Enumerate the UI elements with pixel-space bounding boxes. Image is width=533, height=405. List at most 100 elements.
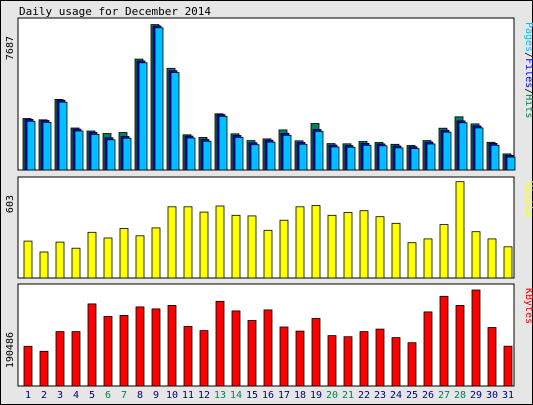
bar-visits-day-28 [455, 181, 465, 279]
bar-visits-day-17 [279, 219, 289, 279]
bar-pages-day-18 [298, 143, 308, 171]
bar-visits-day-13 [215, 205, 225, 279]
day-label-5: 5 [89, 390, 95, 401]
bar-visits-day-3 [55, 241, 65, 279]
bar-pages-day-11 [186, 137, 196, 171]
bar-kbytes-day-27 [439, 295, 449, 387]
day-label-26: 26 [422, 390, 434, 401]
bar-pages-day-4 [74, 130, 84, 171]
bar-kbytes-day-22 [359, 331, 369, 387]
bar-pages-day-19 [314, 130, 324, 171]
bar-visits-day-29 [471, 231, 481, 279]
bar-pages-day-17 [282, 134, 292, 171]
bar-visits-day-5 [87, 231, 97, 279]
bar-visits-day-22 [359, 210, 369, 279]
day-label-4: 4 [73, 390, 79, 401]
bar-kbytes-day-18 [295, 330, 305, 387]
bar-pages-day-30 [490, 144, 500, 171]
bar-visits-day-4 [71, 247, 81, 279]
bar-kbytes-day-12 [199, 330, 209, 387]
bar-visits-day-26 [423, 238, 433, 279]
bar-visits-day-30 [487, 238, 497, 279]
day-label-21: 21 [342, 390, 354, 401]
bar-pages-day-2 [42, 122, 52, 171]
bar-pages-day-9 [154, 27, 164, 171]
bar-pages-day-23 [378, 145, 388, 171]
bar-kbytes-day-20 [327, 335, 337, 387]
bar-kbytes-day-6 [103, 316, 113, 387]
bar-kbytes-day-25 [407, 342, 417, 387]
bar-kbytes-day-9 [151, 308, 161, 387]
bar-pages-day-28 [458, 122, 468, 171]
bar-pages-day-25 [410, 148, 420, 171]
day-label-30: 30 [486, 390, 498, 401]
bar-visits-day-18 [295, 206, 305, 279]
bar-visits-day-11 [183, 206, 193, 279]
bar-kbytes-day-5 [87, 303, 97, 387]
legend-pages: Pages [523, 22, 533, 52]
bar-visits-day-24 [391, 222, 401, 279]
bar-kbytes-day-24 [391, 337, 401, 387]
day-label-7: 7 [121, 390, 127, 401]
bar-kbytes-day-3 [55, 331, 65, 387]
bar-pages-day-13 [218, 116, 228, 171]
bar-kbytes-day-16 [263, 309, 273, 387]
day-label-8: 8 [137, 390, 143, 401]
bar-visits-day-15 [247, 215, 257, 279]
bar-kbytes-day-4 [71, 331, 81, 387]
day-label-18: 18 [294, 390, 306, 401]
day-label-16: 16 [262, 390, 274, 401]
day-label-22: 22 [358, 390, 370, 401]
legend-visits: Visits [523, 181, 533, 217]
day-label-23: 23 [374, 390, 386, 401]
bar-kbytes-day-10 [167, 304, 177, 387]
bar-pages-day-14 [234, 136, 244, 171]
bar-kbytes-day-8 [135, 306, 145, 387]
day-label-19: 19 [310, 390, 322, 401]
bar-pages-day-22 [362, 144, 372, 171]
day-label-31: 31 [502, 390, 514, 401]
bar-visits-day-20 [327, 214, 337, 279]
bar-kbytes-day-13 [215, 300, 225, 387]
day-label-10: 10 [166, 390, 178, 401]
bar-kbytes-day-2 [39, 350, 49, 387]
y-max-label-usage: 7687 [5, 36, 16, 60]
bar-kbytes-day-29 [471, 289, 481, 387]
bar-visits-day-31 [503, 246, 513, 279]
bar-visits-day-8 [135, 235, 145, 279]
y-max-label-kbytes: 190486 [5, 332, 16, 368]
bar-pages-day-15 [250, 144, 260, 171]
bar-pages-day-1 [26, 120, 36, 171]
bar-visits-day-2 [39, 251, 49, 279]
day-label-3: 3 [57, 390, 63, 401]
day-label-6: 6 [105, 390, 111, 401]
chart-title: Daily usage for December 2014 [19, 5, 211, 18]
bar-visits-day-25 [407, 242, 417, 279]
bar-visits-day-12 [199, 211, 209, 279]
bar-visits-day-16 [263, 229, 273, 279]
day-label-1: 1 [25, 390, 31, 401]
bar-pages-day-7 [122, 137, 132, 171]
legend-usage: Pages/Files/Hits [523, 22, 533, 118]
bar-kbytes-day-14 [231, 310, 241, 387]
bar-pages-day-16 [266, 141, 276, 171]
day-label-14: 14 [230, 390, 242, 401]
bar-kbytes-day-30 [487, 327, 497, 387]
day-label-20: 20 [326, 390, 338, 401]
bar-kbytes-day-15 [247, 320, 257, 387]
bar-pages-day-26 [426, 143, 436, 171]
day-label-15: 15 [246, 390, 258, 401]
day-label-11: 11 [182, 390, 194, 401]
bar-visits-day-27 [439, 224, 449, 279]
bar-pages-day-21 [346, 146, 356, 171]
bar-pages-day-24 [394, 147, 404, 171]
y-max-label-visits: 603 [5, 195, 16, 213]
bar-kbytes-day-31 [503, 345, 513, 387]
bar-kbytes-day-26 [423, 311, 433, 387]
legend-kbytes: KBytes [523, 288, 533, 324]
bar-pages-day-10 [170, 72, 180, 171]
bar-pages-day-20 [330, 146, 340, 171]
bar-visits-day-10 [167, 206, 177, 279]
